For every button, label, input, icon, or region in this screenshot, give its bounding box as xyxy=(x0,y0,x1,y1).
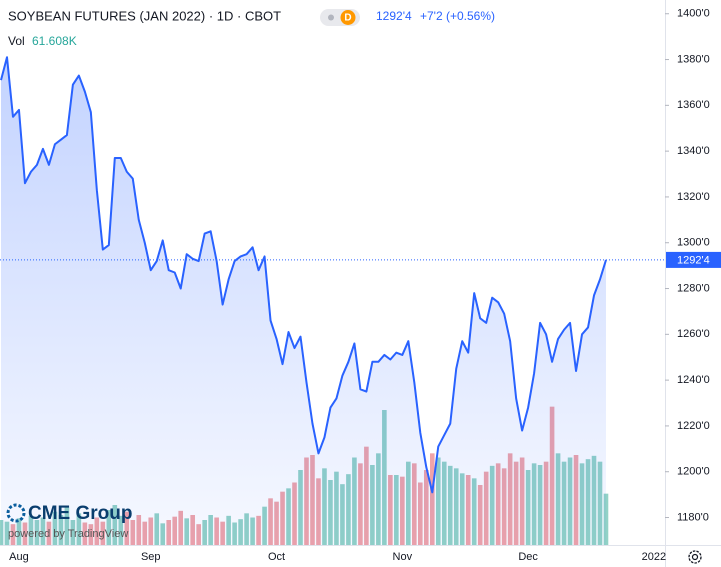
badge xyxy=(340,10,356,25)
watermark-brand: CME Group xyxy=(28,503,133,524)
last-price-tag xyxy=(666,251,721,268)
y-tick-label: 1300'0 xyxy=(677,237,710,249)
y-tick-label: 1360'0 xyxy=(677,99,710,111)
y-tick-label: 1220'0 xyxy=(677,420,710,432)
y-tick-label: 1260'0 xyxy=(677,328,710,340)
y-tick-label: 1380'0 xyxy=(677,53,710,65)
y-tick-label: 1280'0 xyxy=(677,282,710,294)
settings-icon[interactable] xyxy=(688,550,702,564)
header-change: +7'2 (+0.56%) xyxy=(420,9,495,23)
header-price: 1292'4 xyxy=(376,9,412,23)
y-tick-label: 1320'0 xyxy=(677,191,710,203)
plot xyxy=(0,56,609,546)
last-price-label: 1292'4 xyxy=(677,254,710,266)
interval-badge: D xyxy=(344,13,351,24)
price-line xyxy=(0,56,607,494)
y-tick-label: 1200'0 xyxy=(677,466,710,478)
y-tick-label: 1180'0 xyxy=(677,511,709,523)
chart-title: SOYBEAN FUTURES (JAN 2022) · 1D · CBOT xyxy=(8,8,281,23)
volume-value: 61.608K xyxy=(32,34,77,48)
x-tick-label: Aug xyxy=(9,551,29,563)
volume-label: Vol xyxy=(8,34,25,48)
logo: CME Group powered by TradingView xyxy=(6,503,133,540)
x-tick-label: Nov xyxy=(393,551,413,563)
status-dot xyxy=(328,14,334,21)
y-tick-label: 1400'0 xyxy=(677,8,710,20)
x-tick-label: Sep xyxy=(141,551,161,563)
x-tick-label: Oct xyxy=(268,551,285,563)
area xyxy=(1,57,606,546)
x-tick-label: 2022 xyxy=(642,551,666,563)
y-tick-label: 1340'0 xyxy=(677,145,710,157)
x-tick-label: Dec xyxy=(518,551,538,563)
watermark-powered: powered by TradingView xyxy=(8,528,128,540)
y-tick-label: 1240'0 xyxy=(677,374,710,386)
